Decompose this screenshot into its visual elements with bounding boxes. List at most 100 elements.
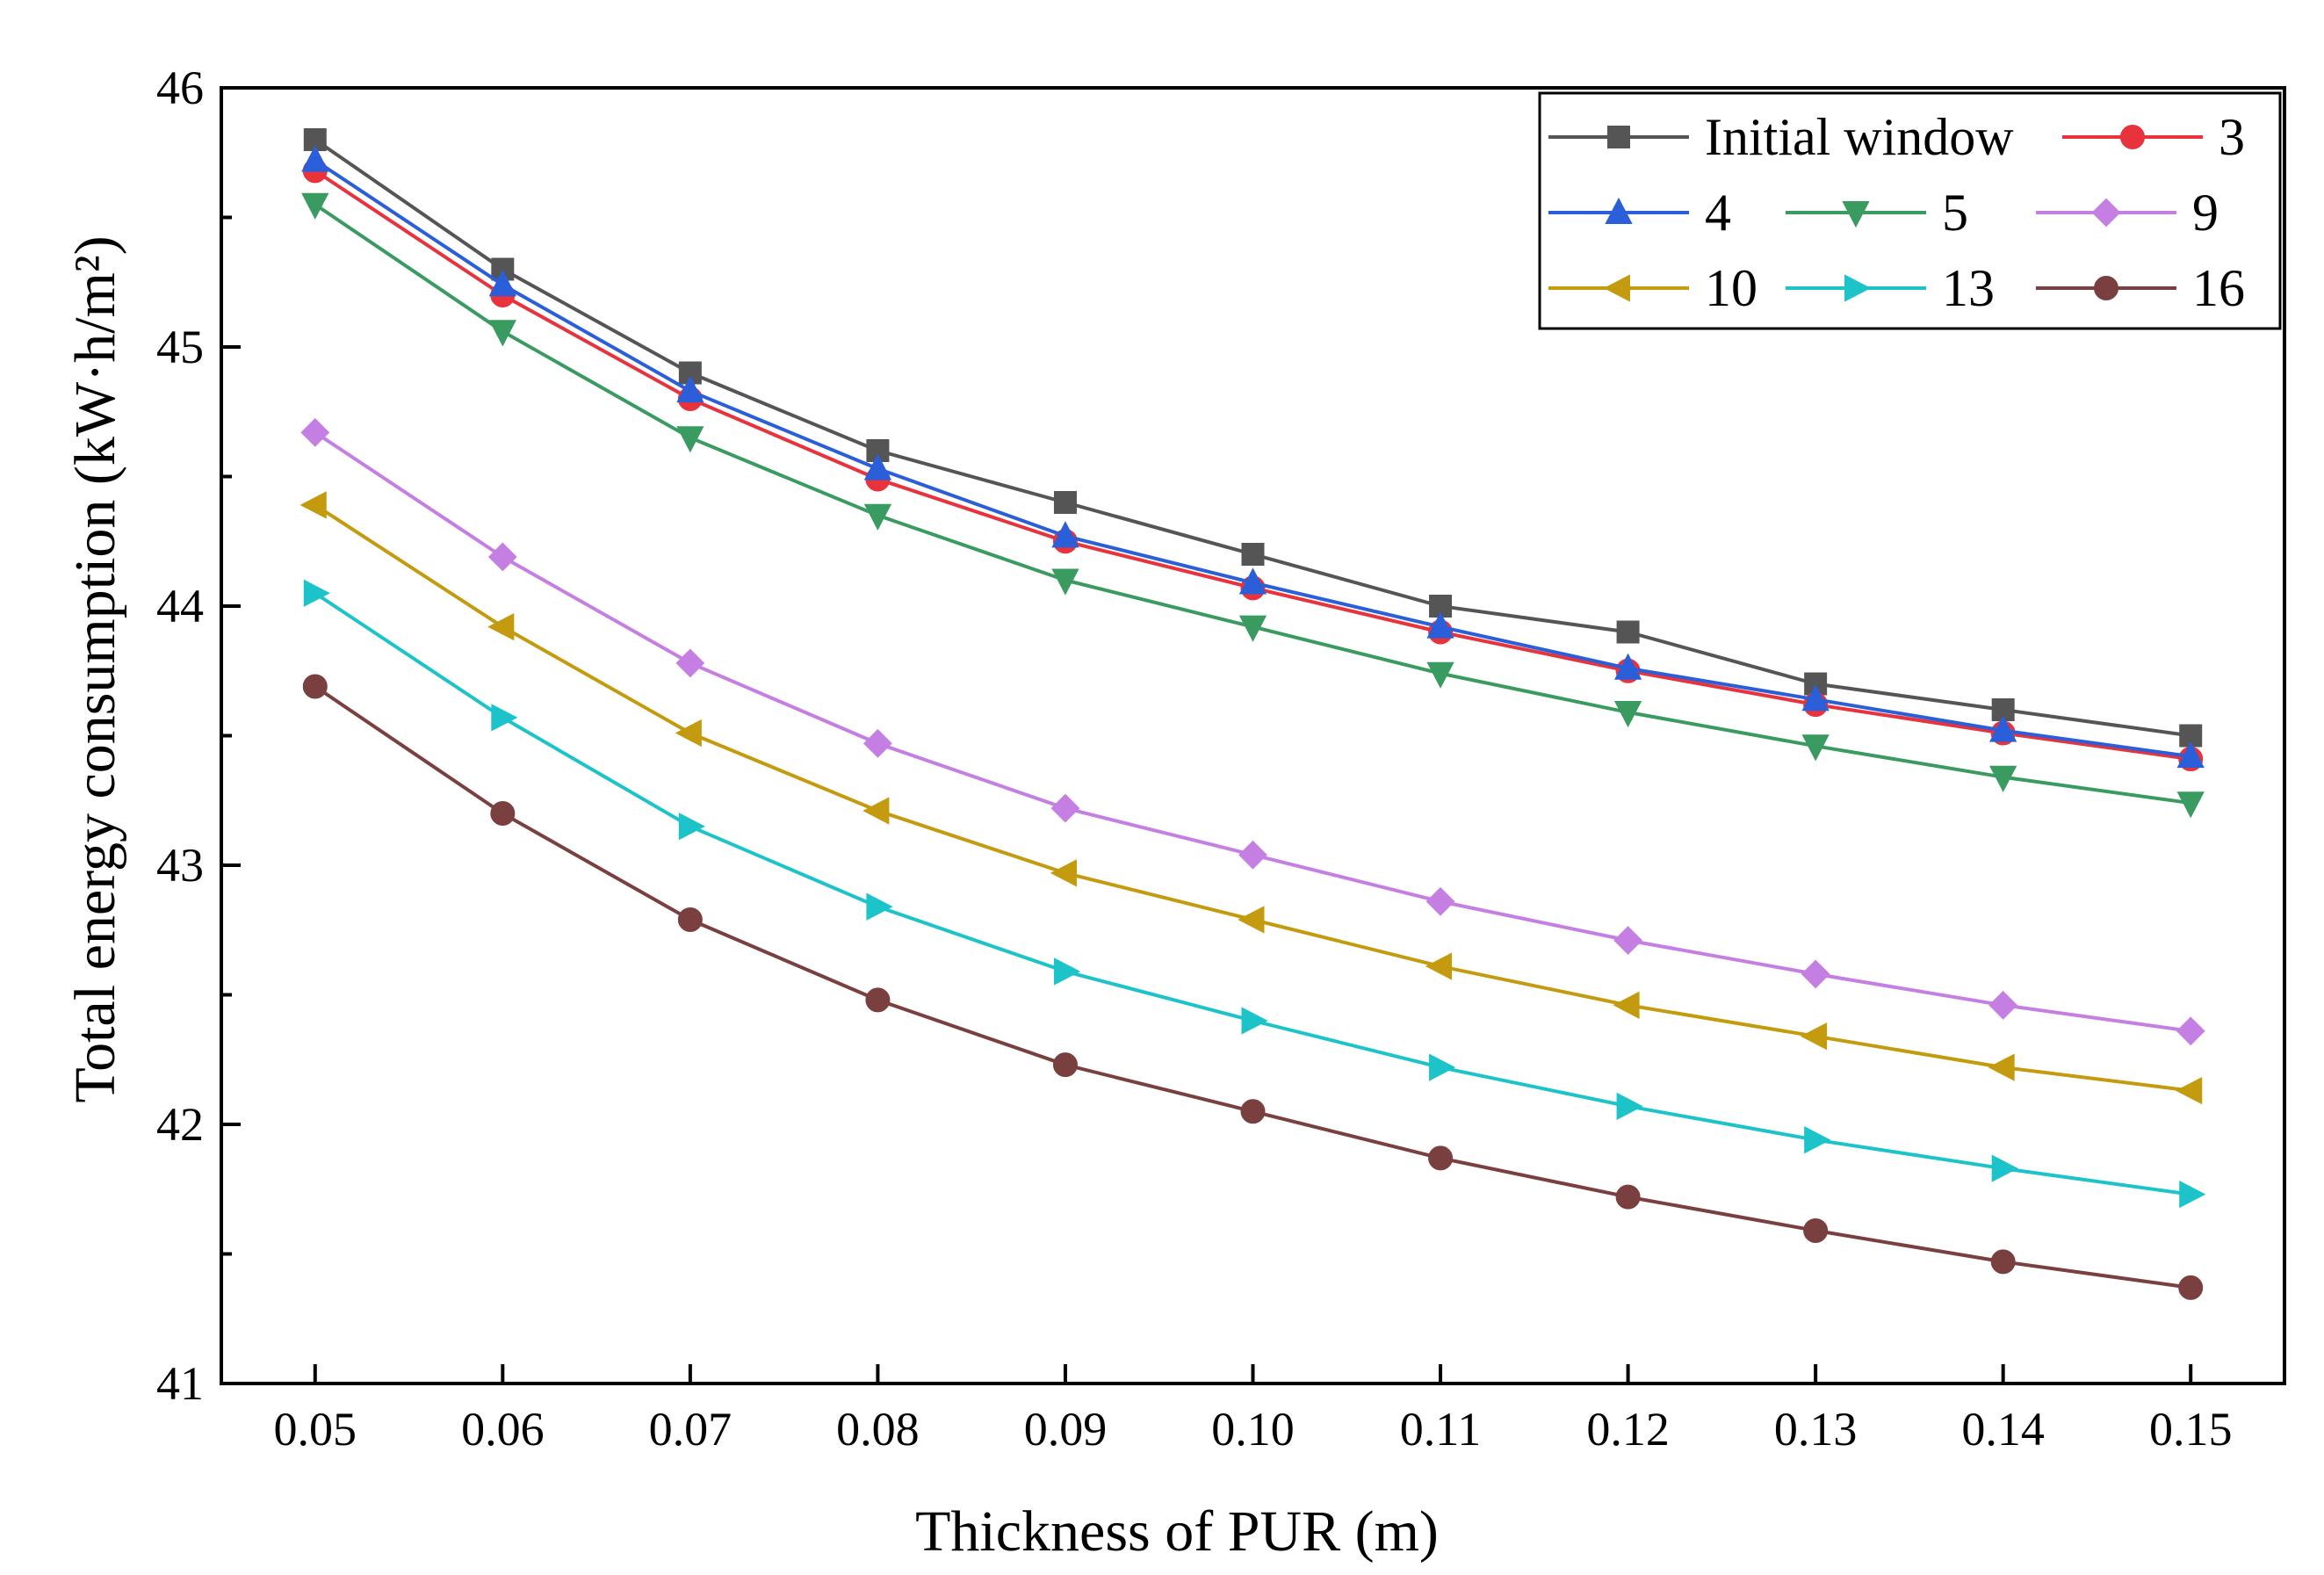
data-point — [2178, 1275, 2204, 1300]
legend-item: Initial window — [1548, 108, 2014, 166]
data-point — [2176, 741, 2205, 769]
data-point — [1425, 952, 1453, 980]
legend-item: 13 — [1786, 259, 1995, 317]
x-axis: 0.05 0.06 0.07 0.08 0.09 0.10 0.11 0.12 0.13 0.14… — [274, 1364, 2233, 1456]
data-point — [863, 503, 892, 531]
data-point — [1988, 1053, 2015, 1081]
y-axis-title: Total energy consumption (kW·h/m²) — [63, 235, 127, 1102]
series-16 — [302, 674, 2204, 1300]
y-tick-label: 43 — [156, 839, 204, 892]
legend-label: 4 — [1705, 184, 1731, 242]
data-point — [1801, 959, 1830, 989]
legend-marker — [1605, 197, 1633, 224]
data-point — [491, 704, 518, 732]
data-point — [488, 270, 516, 297]
data-point — [488, 320, 516, 347]
y-tick-label: 45 — [156, 321, 204, 373]
series-13 — [303, 579, 2206, 1209]
legend-label: 3 — [2219, 108, 2245, 166]
data-point — [300, 491, 327, 519]
data-point — [300, 417, 330, 447]
x-tick-label: 0.09 — [1024, 1403, 1108, 1456]
data-point — [1988, 990, 2018, 1020]
legend: Initial window 3 4 5 9 10 13 16 — [1538, 91, 2282, 330]
x-tick-label: 0.11 — [1400, 1403, 1482, 1456]
data-point — [1241, 1007, 1268, 1035]
data-point — [1801, 734, 1830, 762]
data-point — [1050, 859, 1077, 887]
data-point — [1238, 840, 1267, 870]
data-point — [863, 453, 892, 480]
legend-label: 10 — [1705, 259, 1757, 317]
x-tick-label: 0.07 — [649, 1403, 733, 1456]
data-point — [301, 145, 329, 172]
legend-label: 16 — [2192, 259, 2245, 317]
data-point — [676, 375, 704, 403]
legend-marker — [1844, 274, 1872, 302]
x-axis-title: Thickness of PUR (m) — [915, 1499, 1439, 1564]
x-tick-label: 0.15 — [2149, 1403, 2233, 1456]
series-layer — [300, 128, 2206, 1300]
data-point — [1803, 1217, 1829, 1243]
data-point — [1053, 957, 1081, 986]
data-point — [862, 728, 892, 758]
data-point — [675, 648, 705, 678]
data-point — [302, 674, 328, 699]
data-point — [1238, 615, 1267, 642]
y-tick-label: 41 — [156, 1357, 204, 1410]
data-point — [1804, 1126, 1831, 1154]
data-point — [865, 987, 891, 1013]
data-point — [1238, 906, 1265, 934]
y-axis: 41 42 43 44 45 46 — [156, 61, 241, 1410]
data-point — [303, 579, 330, 607]
data-point — [1615, 1184, 1641, 1210]
data-point — [1991, 1154, 2018, 1182]
data-point — [1613, 653, 1642, 680]
data-point — [2176, 1077, 2203, 1105]
data-point — [676, 426, 704, 453]
y-tick-label: 44 — [156, 580, 204, 632]
data-point — [2179, 1181, 2206, 1209]
legend-item: 10 — [1548, 259, 1757, 317]
legend-marker — [1607, 126, 1630, 148]
series-9 — [300, 417, 2205, 1046]
data-point — [1616, 1092, 1643, 1120]
data-point — [1051, 521, 1079, 548]
legend-marker — [1603, 274, 1630, 302]
legend-item: 3 — [2062, 108, 2245, 166]
x-tick-label: 0.10 — [1211, 1403, 1295, 1456]
data-point — [1241, 543, 1265, 566]
data-point — [1426, 611, 1454, 639]
data-point — [675, 719, 702, 748]
x-tick-label: 0.14 — [1961, 1403, 2045, 1456]
data-point — [490, 801, 516, 826]
series-10 — [300, 491, 2203, 1105]
x-tick-label: 0.08 — [836, 1403, 920, 1456]
data-point — [1238, 567, 1267, 595]
legend-item: 9 — [2036, 184, 2219, 242]
data-point — [1613, 991, 1640, 1019]
legend-label: 5 — [1942, 184, 1968, 242]
data-point — [1053, 491, 1077, 514]
legend-item: 4 — [1548, 184, 1731, 242]
legend-item: 16 — [2036, 259, 2245, 317]
data-point — [1050, 793, 1080, 823]
data-point — [1990, 1249, 2016, 1275]
data-point — [678, 813, 706, 841]
data-point — [1240, 1099, 1266, 1124]
data-point — [1426, 661, 1454, 689]
legend-label: 9 — [2192, 184, 2219, 242]
legend-label: Initial window — [1705, 108, 2014, 166]
x-tick-label: 0.05 — [274, 1403, 357, 1456]
data-point — [866, 892, 893, 921]
data-point — [1800, 1022, 1828, 1051]
x-tick-label: 0.12 — [1586, 1403, 1670, 1456]
x-tick-label: 0.06 — [461, 1403, 545, 1456]
data-point — [487, 612, 515, 641]
data-point — [2176, 1016, 2205, 1046]
series-line — [314, 430, 2191, 1033]
data-point — [301, 192, 329, 220]
series-initial-window — [303, 128, 2203, 748]
